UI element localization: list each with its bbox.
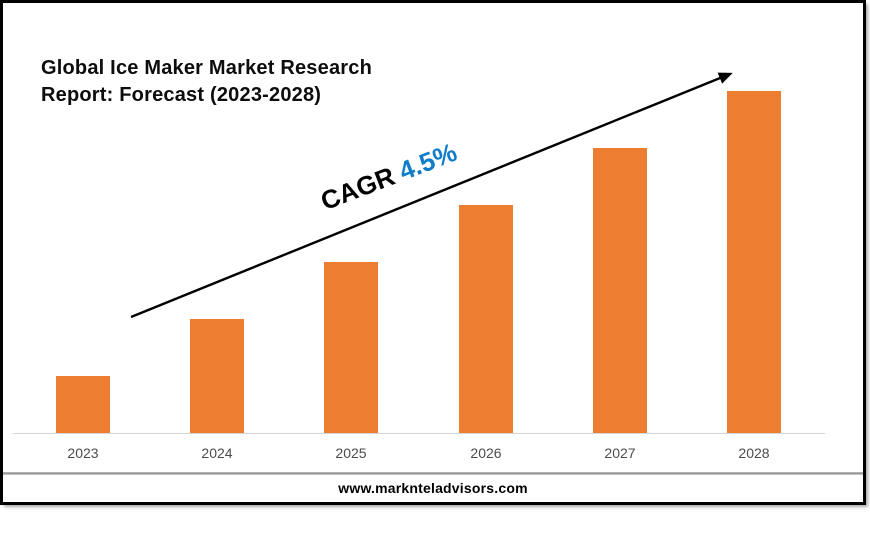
bar-2027 <box>593 148 647 433</box>
x-axis-line <box>13 433 825 434</box>
bar-plot-area <box>3 3 863 433</box>
bar-2028 <box>727 91 781 433</box>
x-axis-label-2025: 2025 <box>335 445 367 461</box>
x-axis-label-2027: 2027 <box>604 445 636 461</box>
x-axis-label-2028: 2028 <box>738 445 770 461</box>
footer-divider <box>3 472 863 475</box>
bar-2024 <box>190 319 244 433</box>
bar-2026 <box>459 205 513 433</box>
chart-frame: Global Ice Maker Market Research Report:… <box>0 0 866 505</box>
x-axis-label-2026: 2026 <box>470 445 502 461</box>
bar-2023 <box>56 376 110 433</box>
x-axis-labels: 2023 2024 2025 2026 2027 2028 <box>3 445 863 465</box>
bar-2025 <box>324 262 378 433</box>
x-axis-label-2024: 2024 <box>201 445 233 461</box>
footer-url: www.marknteladvisors.com <box>338 480 528 496</box>
x-axis-label-2023: 2023 <box>67 445 99 461</box>
